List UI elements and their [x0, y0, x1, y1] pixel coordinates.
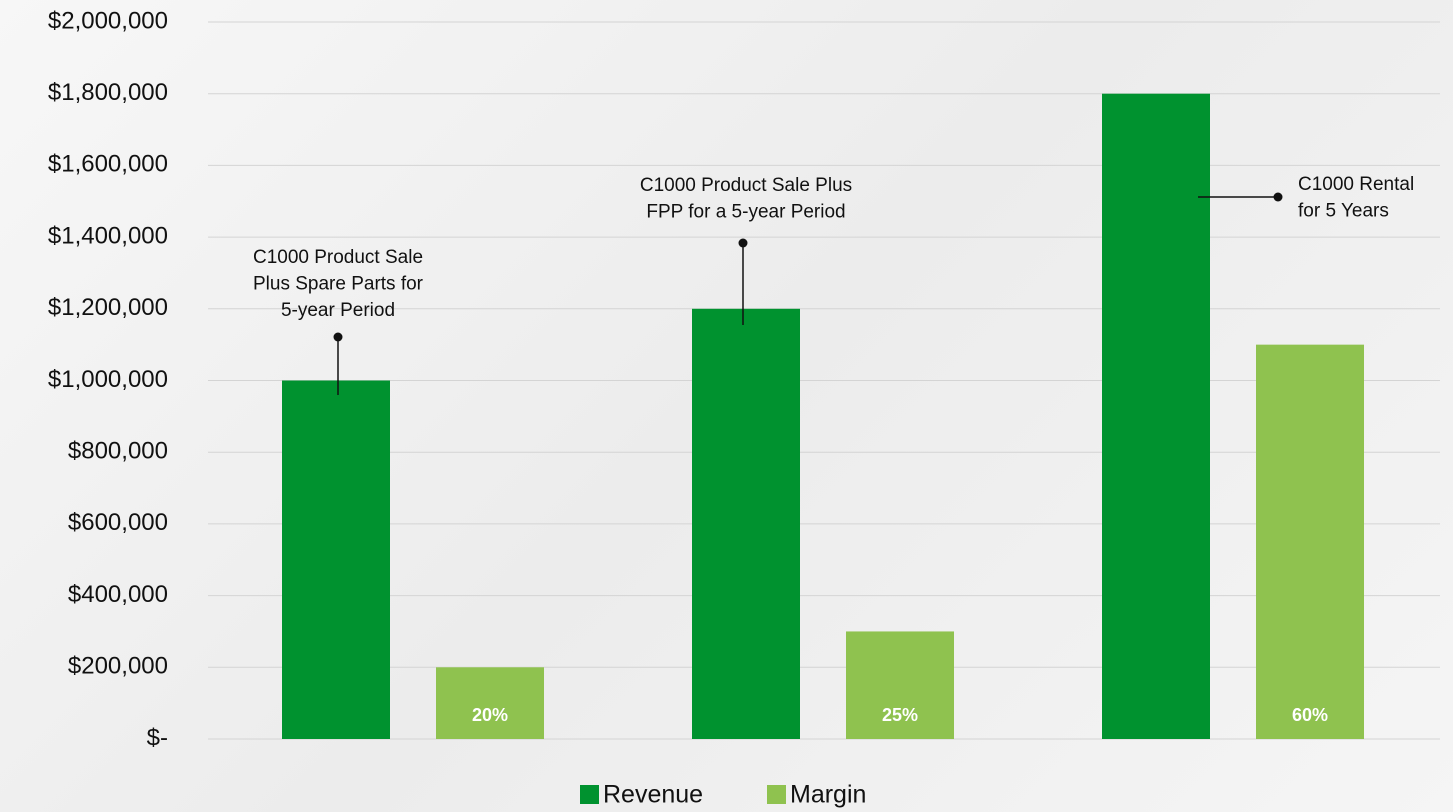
annotation: FPP for a 5-year Period [646, 202, 845, 223]
legend-label: Revenue [603, 781, 703, 809]
bar [1102, 94, 1210, 739]
y-tick-label: $200,000 [68, 653, 168, 680]
y-tick-label: $600,000 [68, 509, 168, 536]
y-tick-label: $1,200,000 [48, 294, 168, 321]
annotation: for 5 Years [1298, 201, 1389, 222]
margin-note: 60% [1292, 705, 1328, 725]
y-tick-label: $800,000 [68, 438, 168, 465]
legend-label: Margin [790, 781, 866, 809]
annotation: C1000 Product Sale [253, 247, 423, 268]
chart: $- $200,000 $400,000 $600,000 $800,000 $1,000… [0, 0, 1453, 812]
y-tick-label: $1,800,000 [48, 79, 168, 106]
margin-note: 20% [472, 705, 508, 725]
bar [436, 667, 544, 739]
annotation: C1000 Rental [1298, 174, 1414, 195]
annotation: C1000 Product Sale Plus [640, 175, 852, 196]
bar [1256, 345, 1364, 739]
legend-swatch [580, 785, 599, 804]
y-tick-label: $1,400,000 [48, 222, 168, 249]
y-tick-label: $1,000,000 [48, 366, 168, 393]
y-tick-label: $2,000,000 [48, 7, 168, 34]
bar [282, 381, 390, 740]
leader-dot [334, 333, 343, 342]
bar [692, 309, 800, 739]
legend-swatch [767, 785, 786, 804]
y-tick-label: $1,600,000 [48, 151, 168, 178]
annotation: Plus Spare Parts for [253, 274, 424, 295]
y-tick-label: $- [147, 724, 168, 751]
annotation: 5-year Period [281, 300, 395, 321]
margin-note: 25% [882, 705, 918, 725]
leader-dot [1274, 193, 1283, 202]
y-tick-label: $400,000 [68, 581, 168, 608]
leader-dot [739, 239, 748, 248]
